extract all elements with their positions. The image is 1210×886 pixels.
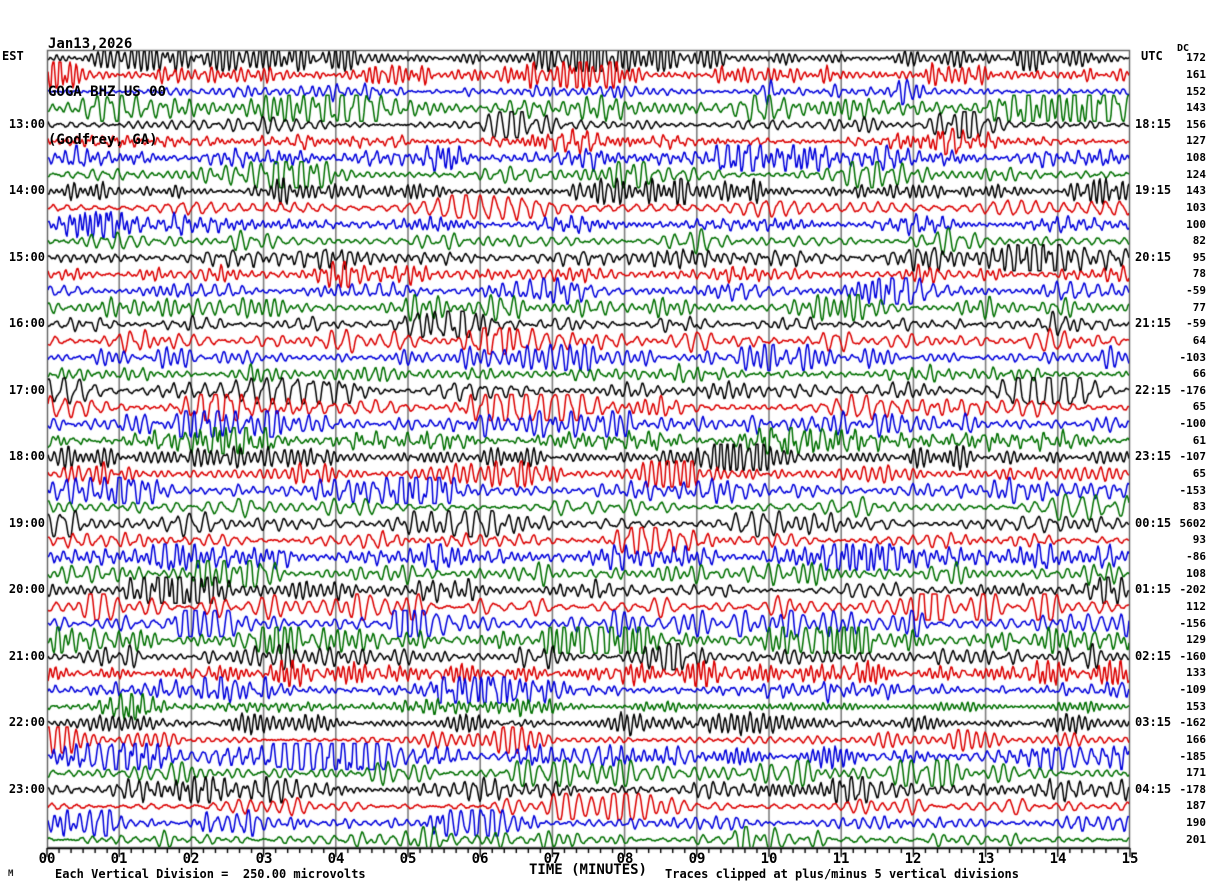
dc-value: 95 [1192,251,1206,264]
dc-value: 172 [1186,51,1206,64]
est-hour-label: 19:00 [8,516,45,530]
dc-value: 77 [1192,301,1206,314]
dc-value: -156 [1179,617,1207,630]
utc-hour-label: 20:15 [1135,250,1172,264]
watermark: M [8,869,14,879]
est-hour-label: 15:00 [8,250,45,264]
dc-value: -109 [1179,683,1207,696]
right-axis-header-utc: UTC [1141,49,1163,63]
title-station: GOGA BHZ US 00 [48,83,167,100]
est-hour-label: 14:00 [8,183,45,197]
est-hour-label: 16:00 [8,316,45,330]
dc-value: 93 [1192,533,1206,546]
est-hour-label: 18:00 [8,449,45,463]
utc-hour-label: 02:15 [1135,649,1172,663]
utc-hour-label: 00:15 [1135,516,1172,530]
dc-value: -160 [1179,650,1207,663]
dc-value: -107 [1179,450,1207,463]
dc-value: 64 [1192,334,1206,347]
x-tick-label: 01 [110,851,128,867]
est-hour-label: 22:00 [8,715,45,729]
dc-value: -178 [1179,783,1207,796]
dc-value: -103 [1179,351,1207,364]
dc-value: 187 [1186,799,1206,812]
x-tick-label: 02 [182,851,200,867]
left-axis-header-est: EST [2,49,24,63]
dc-value: 103 [1186,201,1206,214]
utc-hour-label: 21:15 [1135,316,1172,330]
dc-value: 108 [1186,151,1206,164]
clip-note: Traces clipped at plus/minus 5 vertical … [665,867,1020,881]
x-tick-label: 11 [832,851,850,867]
dc-value: 153 [1186,700,1206,713]
dc-value: 129 [1186,633,1206,646]
utc-hour-label: 19:15 [1135,183,1172,197]
dc-value: 66 [1192,367,1206,380]
dc-value: 143 [1186,101,1206,114]
utc-hour-label: 01:15 [1135,582,1172,596]
dc-value: 133 [1186,666,1206,679]
utc-hour-label: 03:15 [1135,715,1172,729]
dc-value: 65 [1192,467,1206,480]
x-tick-label: 05 [399,851,417,867]
utc-hour-label: 18:15 [1135,117,1172,131]
x-tick-label: 07 [543,851,561,867]
x-tick-label: 09 [688,851,706,867]
dc-value: 171 [1186,766,1206,779]
dc-value: -59 [1186,284,1206,297]
est-hour-label: 23:00 [8,782,45,796]
est-hour-label: 13:00 [8,117,45,131]
x-tick-label: 10 [760,851,778,867]
est-hour-label: 21:00 [8,649,45,663]
dc-value: 190 [1186,816,1206,829]
title-date: Jan13,2026 [48,35,133,52]
est-hour-label: 20:00 [8,582,45,596]
utc-hour-label: 04:15 [1135,782,1172,796]
dc-value: 78 [1192,267,1206,280]
x-tick-label: 12 [904,851,922,867]
dc-value: 100 [1186,218,1206,231]
dc-value: 143 [1186,184,1206,197]
dc-value: -176 [1179,384,1207,397]
dc-value: -153 [1179,484,1207,497]
dc-value: 166 [1186,733,1206,746]
x-tick-label: 00 [38,851,56,867]
x-tick-label: 04 [327,851,345,867]
scale-note: Each Vertical Division = 250.00 microvol… [55,867,366,881]
dc-value: 161 [1186,68,1206,81]
dc-value: 156 [1186,118,1206,131]
dc-value: 61 [1192,434,1206,447]
dc-column-header: DC [1177,43,1190,54]
dc-value: -185 [1179,750,1207,763]
dc-value: 112 [1186,600,1206,613]
dc-value: 65 [1192,400,1206,413]
x-tick-label: 03 [255,851,273,867]
dc-value: 5602 [1179,517,1207,530]
dc-value: 201 [1186,833,1206,846]
x-tick-label: 13 [977,851,995,867]
utc-hour-label: 22:15 [1135,383,1172,397]
x-tick-label: 15 [1121,851,1139,867]
utc-hour-label: 23:15 [1135,449,1172,463]
x-tick-label: 08 [616,851,634,867]
dc-value: -86 [1186,550,1206,563]
dc-value: 152 [1186,85,1206,98]
dc-value: -59 [1186,317,1206,330]
title-location: (Godfrey, GA) [48,132,158,149]
x-axis-title: TIME (MINUTES) [528,862,647,878]
dc-value: 124 [1186,168,1206,181]
x-tick-label: 06 [471,851,489,867]
dc-value: 127 [1186,134,1206,147]
dc-value: -202 [1179,583,1207,596]
dc-value: 83 [1192,500,1206,513]
est-hour-label: 17:00 [8,383,45,397]
x-tick-label: 14 [1049,851,1067,867]
title-block: Jan13,2026 GOGA BHZ US 00 (Godfrey, GA) [48,3,166,181]
dc-value: -162 [1179,716,1207,729]
dc-value: -100 [1179,417,1207,430]
dc-value: 108 [1186,567,1206,580]
dc-value: 82 [1192,234,1206,247]
